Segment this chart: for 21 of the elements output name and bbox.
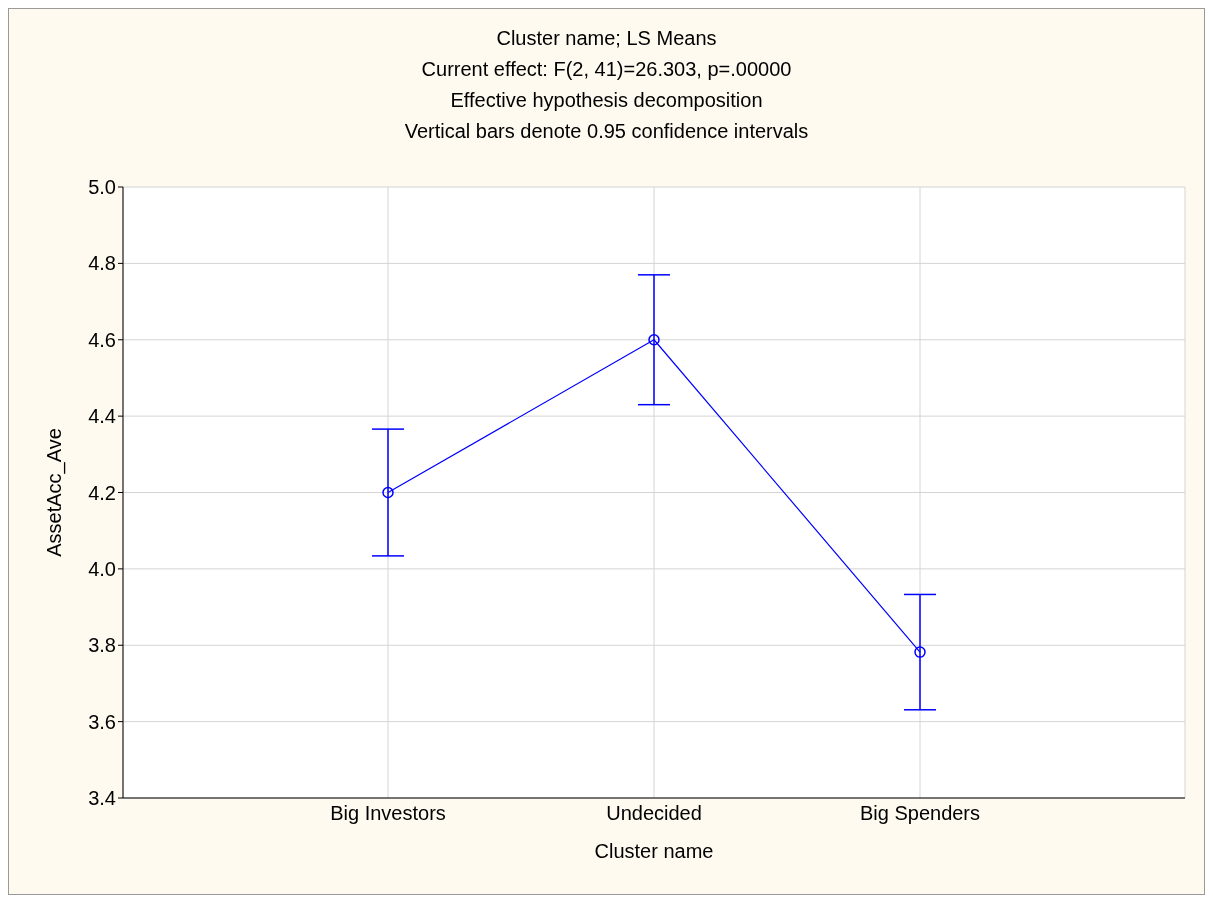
- text: Vertical bars denote 0.95 confidence intervals: [403, 119, 810, 144]
- text: Effective hypothesis decomposition: [449, 88, 764, 113]
- x-tick-label: Undecided: [606, 802, 702, 825]
- y-tick-label: 3.6: [88, 710, 116, 733]
- y-tick-label: 4.2: [88, 481, 116, 504]
- y-tick-label: 4.0: [88, 557, 116, 580]
- point: [648, 334, 660, 346]
- y-axis-title: AssetAcc_Ave: [43, 428, 67, 557]
- y-tick-label: 4.4: [88, 405, 116, 428]
- point: [914, 646, 926, 658]
- x-tick-label: Big Investors: [330, 802, 446, 825]
- chart-title: Cluster name; LS Means: [495, 26, 718, 51]
- y-tick-label: 3.8: [88, 634, 116, 657]
- y-tick-label: 5.0: [88, 176, 116, 199]
- x-axis-title: Cluster name: [594, 840, 714, 862]
- y-tick-label: 3.4: [88, 787, 116, 810]
- y-tick-label: 4.6: [88, 328, 116, 351]
- point: [382, 486, 394, 499]
- x-tick-label: Big Spenders: [859, 802, 981, 825]
- text: Current effect: F(2, 41)=26.303, p=.00000: [420, 57, 793, 82]
- y-tick-label: 4.8: [88, 252, 116, 275]
